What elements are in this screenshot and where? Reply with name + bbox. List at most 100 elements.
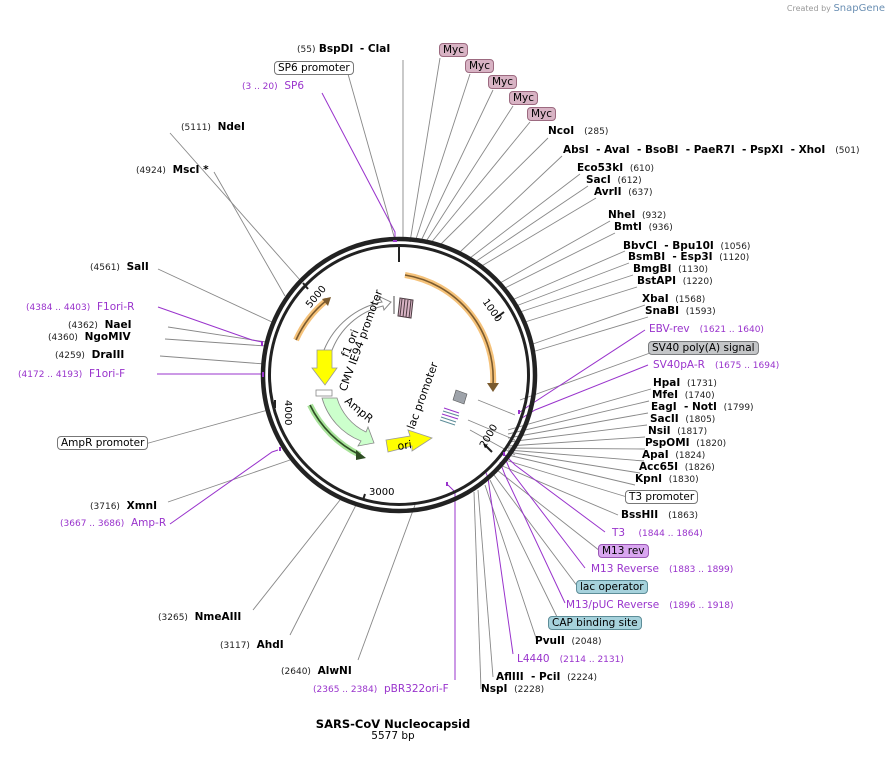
enzyme-name: ApaI xyxy=(642,449,669,461)
feature-myc-2[interactable]: Myc xyxy=(465,59,495,73)
enzyme-draiii[interactable]: (4259) DraIII xyxy=(55,349,124,363)
enzyme-name: BssHII xyxy=(621,509,659,521)
enzyme-eco53ki[interactable]: Eco53kI (610) xyxy=(577,162,654,176)
enzyme-name: XmnI xyxy=(126,500,158,512)
enzyme-saci[interactable]: SacI (612) xyxy=(586,174,642,188)
ori-arrow xyxy=(385,429,433,453)
enzyme-msci[interactable]: (4924) MscI * xyxy=(136,164,209,178)
enzyme-acc65i[interactable]: Acc65I (1826) xyxy=(639,461,715,475)
feature-m13-rev[interactable]: M13 rev xyxy=(598,544,649,558)
enzyme-sali[interactable]: (4561) SalI xyxy=(90,261,149,275)
enzyme-name: NdeI xyxy=(217,121,245,133)
enzyme-xbai[interactable]: XbaI (1568) xyxy=(642,293,705,307)
enzyme-nhei[interactable]: NheI (932) xyxy=(608,209,666,223)
enzyme-eagi-noti[interactable]: EagI - NotI (1799) xyxy=(651,401,754,415)
enzyme-bspdi[interactable]: (55) BspDI - ClaI xyxy=(297,43,390,57)
primer-leader-lines xyxy=(157,92,649,680)
primer-range: (3 .. 20) xyxy=(242,82,278,92)
primer-sp6[interactable]: (3 .. 20) SP6 xyxy=(242,80,304,94)
position: (3117) xyxy=(220,641,250,651)
feature-myc-4[interactable]: Myc xyxy=(509,91,539,105)
enzyme-bsmbi[interactable]: BsmBI - Esp3I (1120) xyxy=(628,251,749,265)
f1-ori-arrow xyxy=(311,349,338,386)
enzyme-sacii[interactable]: SacII (1805) xyxy=(650,413,715,427)
feature-ampr-promoter[interactable]: AmpR promoter xyxy=(57,436,149,450)
position: (4561) xyxy=(90,263,120,273)
snapgene-logo-text: SnapGene xyxy=(833,3,885,14)
enzyme-name: NspI xyxy=(481,683,508,695)
enzyme-pspomi[interactable]: PspOMI (1820) xyxy=(645,437,726,451)
primer-amp-r[interactable]: (3667 .. 3686) Amp-R xyxy=(60,517,166,531)
enzyme-bmti[interactable]: BmtI (936) xyxy=(614,221,673,235)
primer-sites xyxy=(261,240,520,486)
enzyme-bmgbi[interactable]: BmgBI (1130) xyxy=(633,263,708,277)
primer-sv40pa-r[interactable]: SV40pA-R (1675 .. 1694) xyxy=(653,359,779,373)
feature-myc-3[interactable]: Myc xyxy=(488,75,518,89)
feature-myc-5[interactable]: Myc xyxy=(527,107,557,121)
position: (936) xyxy=(648,223,673,233)
enzyme-name: BbvCI - Bpu10I xyxy=(623,240,714,252)
position: (2224) xyxy=(567,673,598,683)
enzyme-ncoi[interactable]: NcoI (285) xyxy=(548,125,608,139)
feature-cap-binding-site[interactable]: CAP binding site xyxy=(548,616,642,630)
position: (1817) xyxy=(677,427,708,437)
primer-f1ori-f[interactable]: (4172 .. 4193) F1ori-F xyxy=(18,368,125,382)
primer-t3[interactable]: T3 (1844 .. 1864) xyxy=(612,527,703,541)
svg-text:3000: 3000 xyxy=(369,487,394,498)
enzyme-ngomiv[interactable]: (4360) NgoMIV xyxy=(48,331,131,345)
enzyme-bstapi[interactable]: BstAPI (1220) xyxy=(637,275,713,289)
enzyme-apai[interactable]: ApaI (1824) xyxy=(642,449,705,463)
position: (4362) xyxy=(68,321,98,331)
enzyme-name: AvrII xyxy=(594,186,622,198)
position: (4360) xyxy=(48,333,78,343)
enzyme-naei[interactable]: (4362) NaeI xyxy=(68,319,132,333)
enzyme-nsii[interactable]: NsiI (1817) xyxy=(648,425,707,439)
enzyme-bsshii[interactable]: BssHII (1863) xyxy=(621,509,698,523)
enzyme-ahdi[interactable]: (3117) AhdI xyxy=(220,639,284,653)
position: (1120) xyxy=(719,253,750,263)
enzyme-name: BsmBI - Esp3I xyxy=(628,251,713,263)
position: (1740) xyxy=(684,391,715,401)
feature-sv40-polya[interactable]: SV40 poly(A) signal xyxy=(648,341,759,355)
enzyme-alt: - ClaI xyxy=(359,43,391,55)
feature-sp6-promoter[interactable]: SP6 promoter xyxy=(274,61,354,75)
enzyme-hpai[interactable]: HpaI (1731) xyxy=(653,377,717,391)
primer-ebv-rev[interactable]: EBV-rev (1621 .. 1640) xyxy=(649,323,764,337)
primer-range: (1621 .. 1640) xyxy=(699,325,764,335)
enzyme-nmeaiii[interactable]: (3265) NmeAIII xyxy=(158,611,241,625)
enzyme-name: NgoMIV xyxy=(84,331,131,343)
position: (1863) xyxy=(668,511,699,521)
enzyme-mfei[interactable]: MfeI (1740) xyxy=(652,389,715,403)
label-ori: ori xyxy=(397,438,413,453)
enzyme-name: SacI xyxy=(586,174,611,186)
enzyme-avrii[interactable]: AvrII (637) xyxy=(594,186,652,200)
primer-range: (1844 .. 1864) xyxy=(638,529,703,539)
sv40-polyA-block xyxy=(452,389,468,405)
primer-range: (4172 .. 4193) xyxy=(18,370,83,380)
enzyme-name: NcoI xyxy=(548,125,575,137)
primer-name: T3 xyxy=(612,527,626,539)
enzyme-nspi[interactable]: NspI (2228) xyxy=(481,683,544,697)
primer-l4440[interactable]: L4440 (2114 .. 2131) xyxy=(517,653,624,667)
ring-ticks xyxy=(274,246,505,501)
enzyme-afliii-pcii[interactable]: AflIII - PciI (2224) xyxy=(496,671,597,685)
position: (1130) xyxy=(678,265,708,275)
feature-t3-promoter[interactable]: T3 promoter xyxy=(625,490,699,504)
feature-myc-1[interactable]: Myc xyxy=(439,43,469,57)
enzyme-pvuii[interactable]: PvuII (2048) xyxy=(535,635,601,649)
enzyme-absi-xhoi[interactable]: AbsI - AvaI - BsoBI - PaeR7I - PspXI - X… xyxy=(563,144,860,158)
primer-m13-puc-reverse[interactable]: M13/pUC Reverse (1896 .. 1918) xyxy=(566,599,733,613)
primer-m13-reverse[interactable]: M13 Reverse (1883 .. 1899) xyxy=(591,563,733,577)
primer-f1ori-r[interactable]: (4384 .. 4403) F1ori-R xyxy=(26,301,134,315)
enzyme-alwni[interactable]: (2640) AlwNI xyxy=(281,665,352,679)
svg-text:1000: 1000 xyxy=(480,297,504,324)
enzyme-ndei[interactable]: (5111) NdeI xyxy=(181,121,245,135)
primer-pbr322ori-f[interactable]: (2365 .. 2384) pBR322ori-F xyxy=(313,683,449,697)
feature-lac-operator[interactable]: lac operator xyxy=(576,580,648,594)
enzyme-kpni[interactable]: KpnI (1830) xyxy=(635,473,699,487)
enzyme-bbvci[interactable]: BbvCI - Bpu10I (1056) xyxy=(623,240,750,254)
enzyme-xmni[interactable]: (3716) XmnI xyxy=(90,500,157,514)
orf-arcs xyxy=(293,272,499,460)
position: (1056) xyxy=(720,242,751,252)
enzyme-snabi[interactable]: SnaBI (1593) xyxy=(645,305,716,319)
